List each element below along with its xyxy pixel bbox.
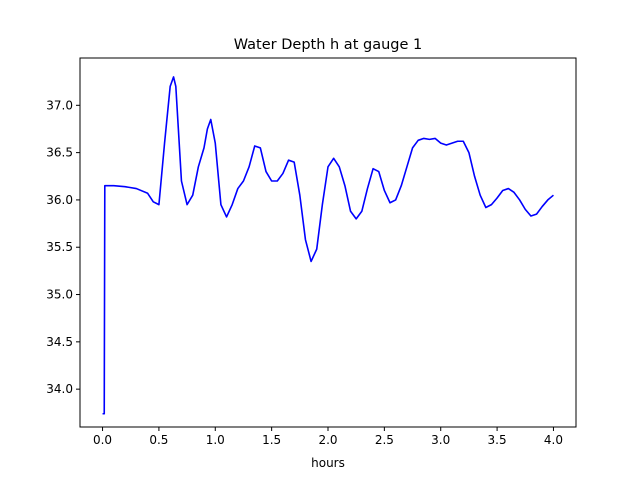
y-tick-label: 34.0	[46, 382, 73, 396]
y-tick-label: 37.0	[46, 98, 73, 112]
x-tick-label: 0.0	[93, 433, 112, 447]
y-tick-label: 35.0	[46, 288, 73, 302]
x-tick-label: 0.5	[149, 433, 168, 447]
x-tick-label: 4.0	[544, 433, 563, 447]
y-tick-label: 34.5	[46, 335, 73, 349]
y-tick-label: 36.0	[46, 193, 73, 207]
x-tick-label: 3.5	[488, 433, 507, 447]
y-axis-ticks: 34.0 34.5 35.0 35.5 36.0 36.5 37.0	[46, 98, 80, 396]
x-tick-label: 1.5	[262, 433, 281, 447]
series-line-0	[102, 76, 554, 415]
x-tick-label: 2.0	[318, 433, 337, 447]
y-tick-label: 36.5	[46, 146, 73, 160]
x-axis-ticks: 0.0 0.5 1.0 1.5 2.0 2.5 3.0 3.5 4.0	[93, 427, 563, 447]
x-tick-label: 2.5	[375, 433, 394, 447]
y-tick-label: 35.5	[46, 240, 73, 254]
x-tick-label: 3.0	[431, 433, 450, 447]
chart-title: Water Depth h at gauge 1	[234, 37, 422, 53]
plot-area	[102, 76, 554, 415]
x-tick-label: 1.0	[206, 433, 225, 447]
axes-frame	[79, 57, 577, 428]
x-axis-label: hours	[311, 456, 345, 470]
